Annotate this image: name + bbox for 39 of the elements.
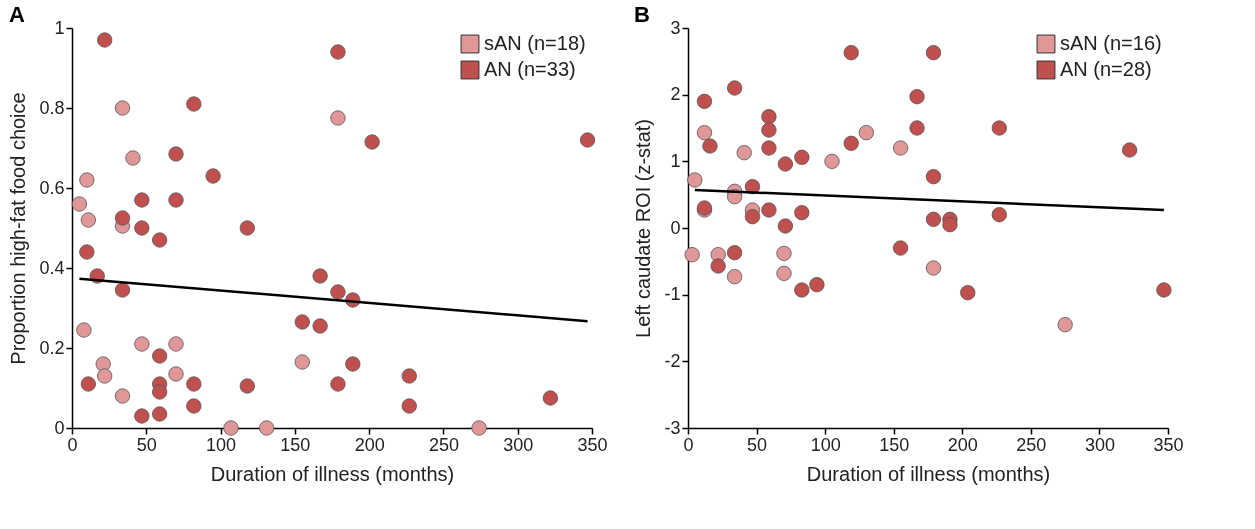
x-tick-label: 100 — [810, 434, 841, 455]
legend-label: sAN (n=18) — [484, 32, 586, 54]
y-tick-label: 0 — [670, 217, 681, 238]
y-tick-label: 2 — [670, 84, 681, 105]
x-axis-title: Duration of illness (months) — [806, 462, 1051, 485]
y-axis-title: Left caudate ROI (z-stat) — [632, 119, 655, 338]
y-tick-label: 0 — [54, 417, 65, 438]
legend-label: AN (n=28) — [1060, 58, 1152, 80]
x-tick-label: 0 — [683, 434, 694, 455]
x-tick-label: 350 — [577, 434, 608, 455]
legend-label: sAN (n=16) — [1060, 32, 1162, 54]
y-tick-label: 0.4 — [39, 257, 65, 278]
chart-title: B — [634, 2, 650, 27]
x-tick-label: 300 — [503, 434, 534, 455]
x-tick-label: 200 — [354, 434, 385, 455]
y-tick-label: 1 — [670, 150, 681, 171]
y-tick-label: 0.2 — [39, 337, 65, 358]
x-tick-label: 250 — [428, 434, 459, 455]
x-tick-label: 300 — [1084, 434, 1115, 455]
x-tick-label: 50 — [747, 434, 768, 455]
x-tick-label: 0 — [67, 434, 78, 455]
chart-title: A — [8, 2, 25, 27]
x-tick-label: 150 — [280, 434, 311, 455]
x-tick-label: 350 — [1153, 434, 1184, 455]
y-tick-label: -2 — [664, 350, 681, 371]
x-tick-label: 150 — [879, 434, 910, 455]
y-tick-label: 1 — [54, 17, 65, 38]
x-tick-label: 100 — [206, 434, 237, 455]
y-tick-label: 0.6 — [39, 177, 65, 198]
x-tick-label: 200 — [947, 434, 978, 455]
y-tick-label: 0.8 — [39, 97, 65, 118]
y-tick-label: -1 — [664, 284, 681, 305]
y-axis-title: Proportion high-fat food choice — [7, 92, 30, 365]
legend-label: AN (n=33) — [484, 58, 576, 80]
y-tick-label: -3 — [664, 417, 681, 438]
x-axis-title: Duration of illness (months) — [210, 462, 455, 485]
y-tick-label: 3 — [670, 17, 681, 38]
x-tick-label: 50 — [136, 434, 157, 455]
x-tick-label: 250 — [1016, 434, 1047, 455]
